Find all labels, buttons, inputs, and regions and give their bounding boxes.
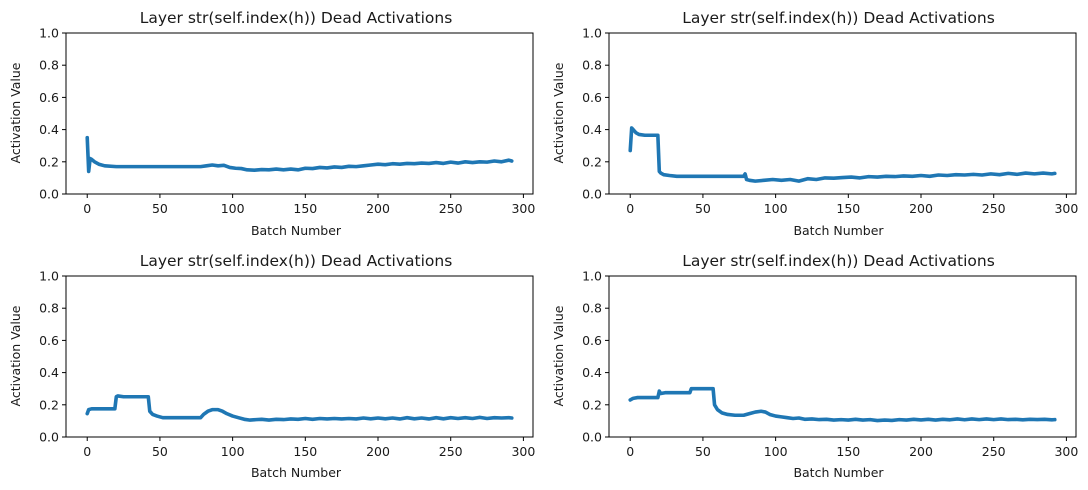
y-tick-label: 1.0 [582, 26, 602, 41]
x-tick-label: 0 [626, 201, 634, 216]
y-tick-label: 0.4 [582, 122, 602, 137]
subplot-top-left: Layer str(self.index(h)) Dead Activation… [8, 9, 535, 238]
subplot-title: Layer str(self.index(h)) Dead Activation… [682, 252, 995, 270]
x-tick-label: 50 [152, 444, 168, 459]
x-tick-label: 150 [293, 444, 317, 459]
x-tick-label: 250 [982, 201, 1006, 216]
y-tick-label: 0.2 [582, 154, 602, 169]
y-axis-label: Activation Value [8, 62, 23, 163]
x-tick-label: 250 [982, 444, 1006, 459]
x-tick-label: 300 [1054, 201, 1078, 216]
x-tick-label: 0 [83, 444, 91, 459]
x-tick-label: 200 [909, 201, 933, 216]
y-tick-label: 0.8 [582, 301, 602, 316]
x-tick-label: 0 [626, 444, 634, 459]
x-tick-label: 300 [511, 444, 535, 459]
y-axis-label: Activation Value [551, 62, 566, 163]
y-tick-label: 1.0 [39, 26, 59, 41]
subplot-title: Layer str(self.index(h)) Dead Activation… [682, 9, 995, 27]
y-tick-label: 0.6 [582, 333, 602, 348]
y-tick-label: 0.0 [39, 187, 59, 202]
x-tick-label: 0 [83, 201, 91, 216]
x-axis-label: Batch Number [793, 223, 884, 238]
y-tick-label: 0.2 [39, 154, 59, 169]
x-tick-label: 100 [764, 201, 788, 216]
axes-frame [608, 275, 1077, 438]
x-tick-label: 100 [221, 201, 245, 216]
x-tick-label: 250 [439, 201, 463, 216]
x-tick-label: 100 [221, 444, 245, 459]
y-tick-label: 0.4 [582, 365, 602, 380]
y-tick-label: 1.0 [582, 269, 602, 284]
x-tick-label: 300 [511, 201, 535, 216]
x-tick-label: 50 [695, 444, 711, 459]
x-tick-label: 300 [1054, 444, 1078, 459]
y-tick-label: 0.8 [582, 58, 602, 73]
series-line [628, 386, 1057, 423]
y-tick-label: 0.4 [39, 365, 59, 380]
x-tick-label: 150 [836, 201, 860, 216]
x-axis-label: Batch Number [251, 223, 342, 238]
x-tick-label: 150 [836, 444, 860, 459]
subplot-title: Layer str(self.index(h)) Dead Activation… [140, 252, 453, 270]
y-axis-label: Activation Value [551, 305, 566, 406]
x-tick-label: 250 [439, 444, 463, 459]
y-tick-label: 0.2 [39, 397, 59, 412]
y-tick-label: 0.8 [39, 58, 59, 73]
y-axis-label: Activation Value [8, 305, 23, 406]
y-tick-label: 0.6 [39, 333, 59, 348]
y-tick-label: 0.0 [39, 430, 59, 445]
series-line [85, 135, 514, 174]
y-tick-label: 0.8 [39, 301, 59, 316]
subplot-bottom-right: Layer str(self.index(h)) Dead Activation… [551, 252, 1078, 480]
y-tick-label: 0.6 [582, 90, 602, 105]
subplot-bottom-left: Layer str(self.index(h)) Dead Activation… [8, 252, 535, 480]
y-tick-label: 1.0 [39, 269, 59, 284]
axes-frame [65, 275, 534, 438]
y-tick-label: 0.4 [39, 122, 59, 137]
x-tick-label: 50 [152, 201, 168, 216]
x-tick-label: 200 [909, 444, 933, 459]
x-tick-label: 200 [366, 444, 390, 459]
subplot-top-right: Layer str(self.index(h)) Dead Activation… [551, 9, 1078, 238]
x-tick-label: 150 [293, 201, 317, 216]
y-tick-label: 0.6 [39, 90, 59, 105]
y-tick-label: 0.0 [582, 430, 602, 445]
x-tick-label: 100 [764, 444, 788, 459]
x-axis-label: Batch Number [251, 465, 342, 480]
series-line [628, 126, 1057, 183]
axes-frame [65, 32, 534, 195]
x-tick-label: 50 [695, 201, 711, 216]
axes-frame [608, 32, 1077, 195]
subplot-title: Layer str(self.index(h)) Dead Activation… [140, 9, 453, 27]
y-tick-label: 0.0 [582, 187, 602, 202]
series-line [85, 394, 514, 422]
x-axis-label: Batch Number [793, 465, 884, 480]
y-tick-label: 0.2 [582, 397, 602, 412]
x-tick-label: 200 [366, 201, 390, 216]
